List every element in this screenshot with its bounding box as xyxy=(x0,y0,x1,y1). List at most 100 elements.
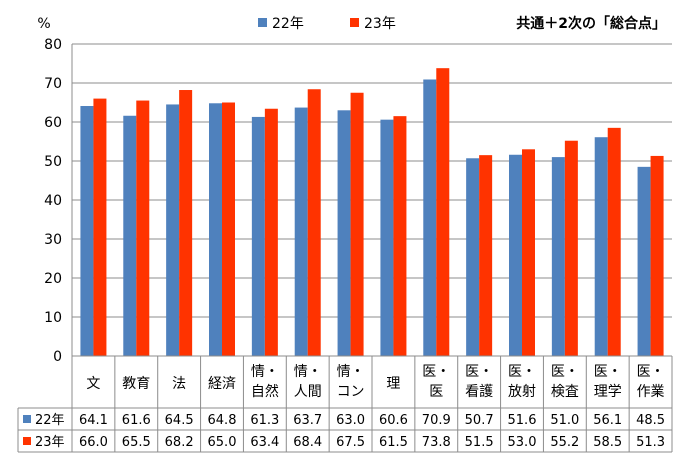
data-label: 51.0 xyxy=(550,413,579,428)
data-label: 51.5 xyxy=(465,435,494,450)
bar-s2 xyxy=(350,92,364,356)
category-label: 自然 xyxy=(251,383,279,400)
bar-s2 xyxy=(479,155,493,356)
bar-s1 xyxy=(166,104,180,356)
legend-swatch xyxy=(258,18,267,27)
bar-s1 xyxy=(423,79,437,357)
category-label: 人間 xyxy=(294,384,322,400)
y-tick-label: 10 xyxy=(44,310,62,326)
bar-s2 xyxy=(307,89,321,357)
bar-s1 xyxy=(209,103,222,356)
bar-s1 xyxy=(551,157,565,356)
category-label: 医・ xyxy=(637,364,665,380)
y-tick-label: 40 xyxy=(44,193,62,209)
bar-s1 xyxy=(294,107,308,356)
bar-s2 xyxy=(222,102,235,356)
category-label: 医・ xyxy=(551,364,579,380)
bar-s1 xyxy=(466,158,480,356)
data-label: 66.0 xyxy=(79,435,108,450)
y-tick-label: 80 xyxy=(44,37,62,53)
category-label: 放射 xyxy=(508,384,536,400)
data-label: 48.5 xyxy=(636,413,665,428)
data-label: 51.6 xyxy=(508,413,537,428)
bar-s2 xyxy=(93,98,107,356)
y-tick-label: 60 xyxy=(44,115,62,131)
bar-s1 xyxy=(123,115,137,356)
category-label: コン xyxy=(337,384,365,400)
data-label: 65.0 xyxy=(208,435,237,450)
data-label: 56.1 xyxy=(593,413,622,428)
bar-s2 xyxy=(650,155,664,356)
bar-s1 xyxy=(509,154,522,356)
table-row-label: 23年 xyxy=(35,435,65,450)
bar-s2 xyxy=(136,100,150,356)
bar-s2 xyxy=(179,90,193,357)
category-label: 検査 xyxy=(551,384,579,400)
category-label: 教育 xyxy=(122,376,150,392)
category-label: 理学 xyxy=(594,384,622,400)
data-label: 63.7 xyxy=(293,413,322,428)
table-row-label: 22年 xyxy=(35,413,65,428)
bar-s1 xyxy=(80,106,94,356)
bar-s1 xyxy=(251,116,265,357)
bar-s2 xyxy=(393,116,407,357)
table-legend-key xyxy=(23,415,31,423)
table-legend-key xyxy=(23,437,31,445)
y-tick-label: 0 xyxy=(53,349,62,365)
chart-title: 共通＋2次の「総合点」 xyxy=(516,15,666,32)
data-label: 58.5 xyxy=(593,435,622,450)
category-label: 医・ xyxy=(465,364,493,380)
data-label: 70.9 xyxy=(422,413,451,428)
bar-s2 xyxy=(264,108,278,357)
y-tick-label: 20 xyxy=(44,271,62,287)
data-label: 65.5 xyxy=(122,435,151,450)
bar-s1 xyxy=(380,119,394,356)
data-label: 50.7 xyxy=(465,413,494,428)
category-label: 情・ xyxy=(337,364,365,380)
category-label: 法 xyxy=(172,376,186,392)
bar-s2 xyxy=(564,140,578,356)
y-tick-label: 30 xyxy=(44,232,62,248)
data-table: 文教育法経済情・自然情・人間情・コン 理医・医医・看護医・放射医・検査医・理学医・… xyxy=(17,355,673,453)
y-axis-ticks: 0 10 20 30 40 50 60 70 80 xyxy=(44,37,62,365)
data-label: 61.5 xyxy=(379,435,408,450)
data-label: 61.3 xyxy=(250,413,279,428)
data-label: 63.0 xyxy=(336,413,365,428)
category-label: 作業 xyxy=(637,384,665,400)
category-label: 医・ xyxy=(594,364,622,380)
data-label: 64.8 xyxy=(208,413,237,428)
data-label: 67.5 xyxy=(336,435,365,450)
data-label: 73.8 xyxy=(422,435,451,450)
y-tick-label: 50 xyxy=(44,154,62,170)
y-tick-label: 70 xyxy=(44,76,62,92)
category-label: 看護 xyxy=(465,384,493,400)
category-label: 医 xyxy=(429,384,443,400)
data-label: 55.2 xyxy=(550,435,579,450)
category-label: 医・ xyxy=(508,364,536,380)
bar-s2 xyxy=(436,68,450,357)
legend: 22年 23年 xyxy=(258,16,396,32)
legend-swatch xyxy=(350,18,359,27)
category-label: 経済 xyxy=(208,376,236,392)
category-label: 情・ xyxy=(251,364,279,380)
data-label: 63.4 xyxy=(250,435,279,450)
category-label: 情・ xyxy=(294,364,322,380)
legend-label: 23年 xyxy=(364,16,396,32)
data-label: 68.4 xyxy=(293,435,322,450)
data-label: 53.0 xyxy=(508,435,537,450)
bar-s1 xyxy=(594,137,608,356)
bar-s1 xyxy=(337,110,351,356)
bar-s1 xyxy=(637,166,651,356)
data-label: 68.2 xyxy=(165,435,194,450)
category-label: 理 xyxy=(386,376,400,392)
y-axis-unit: % xyxy=(37,16,50,32)
legend-label: 22年 xyxy=(272,16,304,32)
category-label: 文 xyxy=(86,376,100,392)
category-label: 医・ xyxy=(422,364,450,380)
bars xyxy=(80,68,664,357)
bar-s2 xyxy=(522,149,535,356)
data-label: 51.3 xyxy=(636,435,665,450)
bar-s2 xyxy=(607,127,621,356)
data-label: 61.6 xyxy=(122,413,151,428)
